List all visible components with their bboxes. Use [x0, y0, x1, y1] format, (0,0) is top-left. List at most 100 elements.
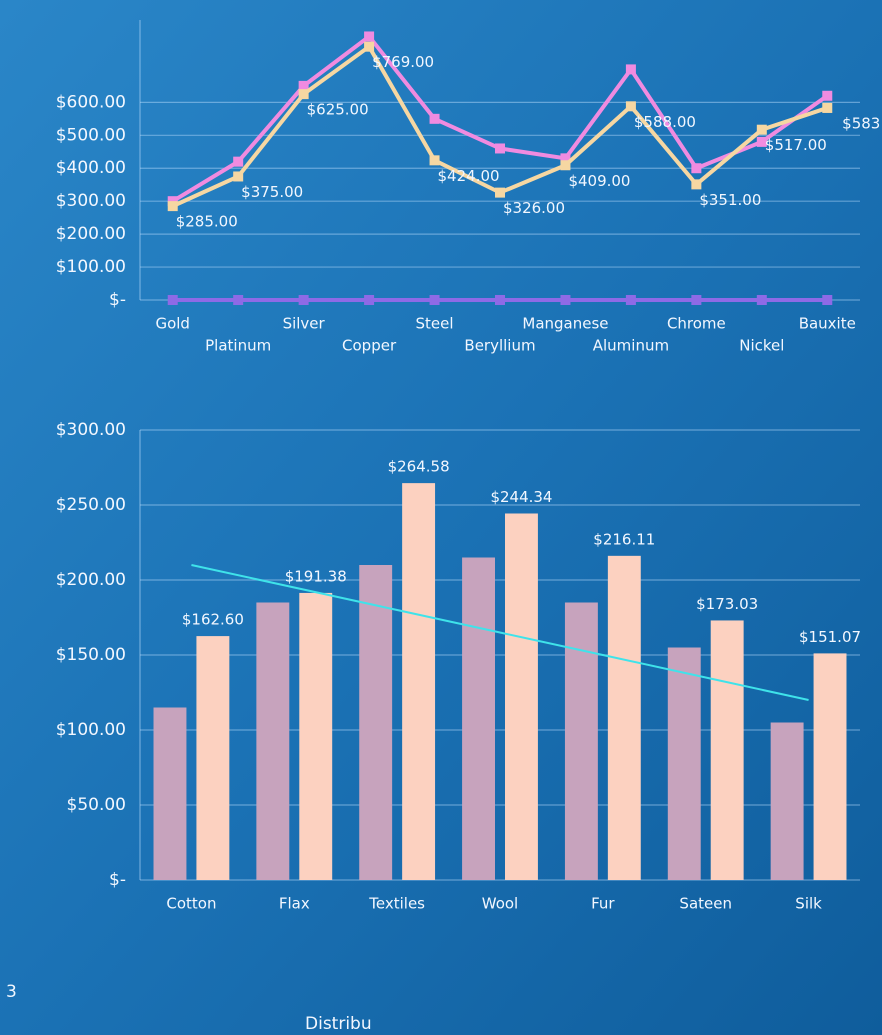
x-tick-label: Platinum: [205, 337, 271, 355]
marker: [822, 90, 833, 101]
bar: [402, 483, 436, 880]
y-tick-label: $100.00: [56, 720, 126, 740]
y-tick-label: $500.00: [56, 125, 126, 145]
data-label: $409.00: [568, 172, 630, 190]
line-series: [191, 564, 809, 701]
marker: [298, 80, 309, 91]
x-tick-label: Chrome: [667, 315, 726, 333]
marker: [298, 295, 309, 305]
marker: [691, 179, 702, 190]
x-tick-label: Beryllium: [464, 337, 535, 355]
bar: [462, 557, 495, 880]
x-tick-label: Copper: [342, 337, 397, 355]
data-label: $625.00: [307, 101, 369, 119]
data-label: $285.00: [176, 213, 238, 231]
marker: [233, 171, 244, 182]
bar: [299, 592, 333, 880]
marker: [233, 295, 244, 305]
fragment-text: 3: [6, 982, 17, 1002]
marker: [429, 295, 440, 305]
y-tick-label: $400.00: [56, 158, 126, 178]
bar: [607, 555, 641, 880]
marker: [756, 136, 767, 147]
bar: [505, 513, 538, 880]
data-label: $517.00: [765, 136, 827, 154]
y-tick-label: $600.00: [56, 92, 126, 112]
data-label: $424.00: [438, 167, 500, 185]
data-label: $264.58: [388, 458, 450, 476]
y-tick-label: $250.00: [56, 495, 126, 515]
marker: [495, 143, 505, 154]
marker: [298, 89, 309, 100]
marker: [429, 155, 440, 166]
data-label: $216.11: [593, 530, 655, 548]
data-label: $351.00: [699, 191, 761, 209]
x-tick-label: Flax: [279, 895, 310, 913]
x-tick-label: Steel: [416, 315, 454, 333]
marker: [625, 295, 636, 305]
x-tick-label: Wool: [482, 895, 518, 913]
data-label: $769.00: [372, 53, 434, 71]
marker: [691, 163, 702, 174]
marker: [495, 187, 505, 198]
data-label: $191.38: [285, 567, 347, 585]
bar: [196, 636, 230, 880]
x-tick-label: Aluminum: [593, 337, 669, 355]
marker: [495, 295, 505, 305]
x-tick-label: Nickel: [739, 337, 784, 355]
marker: [822, 295, 833, 305]
data-label: $162.60: [182, 611, 244, 629]
y-tick-label: $-: [109, 290, 126, 310]
y-tick-label: $300.00: [56, 420, 126, 440]
x-tick-label: Bauxite: [799, 315, 856, 333]
marker: [560, 160, 571, 171]
marker: [364, 295, 375, 305]
x-tick-label: Silver: [283, 315, 326, 333]
bar: [667, 647, 701, 880]
bar: [564, 602, 598, 880]
bar: [359, 565, 393, 880]
data-label: $173.03: [696, 595, 758, 613]
bar: [153, 707, 187, 880]
marker: [560, 295, 571, 305]
bar: [770, 722, 804, 880]
y-tick-label: $300.00: [56, 191, 126, 211]
y-tick-label: $100.00: [56, 257, 126, 277]
y-tick-label: $50.00: [67, 795, 126, 815]
marker: [364, 31, 375, 42]
y-tick-label: $200.00: [56, 570, 126, 590]
marker: [625, 64, 636, 75]
data-label: $151.07: [799, 628, 861, 646]
x-tick-label: Gold: [155, 315, 190, 333]
data-label: $375.00: [241, 183, 303, 201]
marker: [756, 124, 767, 135]
data-label: $583: [842, 114, 880, 132]
bar: [256, 602, 290, 880]
data-label: $588.00: [634, 113, 696, 131]
marker: [364, 41, 375, 52]
y-tick-label: $200.00: [56, 224, 126, 244]
marker: [429, 113, 440, 124]
fragment-text: Distribu: [305, 1014, 372, 1034]
marker: [756, 295, 767, 305]
marker: [560, 153, 571, 164]
marker: [233, 156, 244, 167]
marker: [625, 101, 636, 112]
x-tick-label: Fur: [591, 895, 615, 913]
y-tick-label: $150.00: [56, 645, 126, 665]
marker: [167, 295, 178, 305]
marker: [822, 102, 833, 113]
bar: [813, 653, 847, 880]
marker: [691, 295, 702, 305]
x-tick-label: Silk: [795, 895, 822, 913]
x-tick-label: Sateen: [679, 895, 732, 913]
data-label: $244.34: [490, 488, 552, 506]
x-tick-label: Textiles: [368, 895, 425, 913]
bar: [710, 620, 744, 880]
x-tick-label: Cotton: [166, 895, 216, 913]
marker: [167, 201, 178, 212]
x-tick-label: Manganese: [522, 315, 608, 333]
y-tick-label: $-: [109, 870, 126, 890]
